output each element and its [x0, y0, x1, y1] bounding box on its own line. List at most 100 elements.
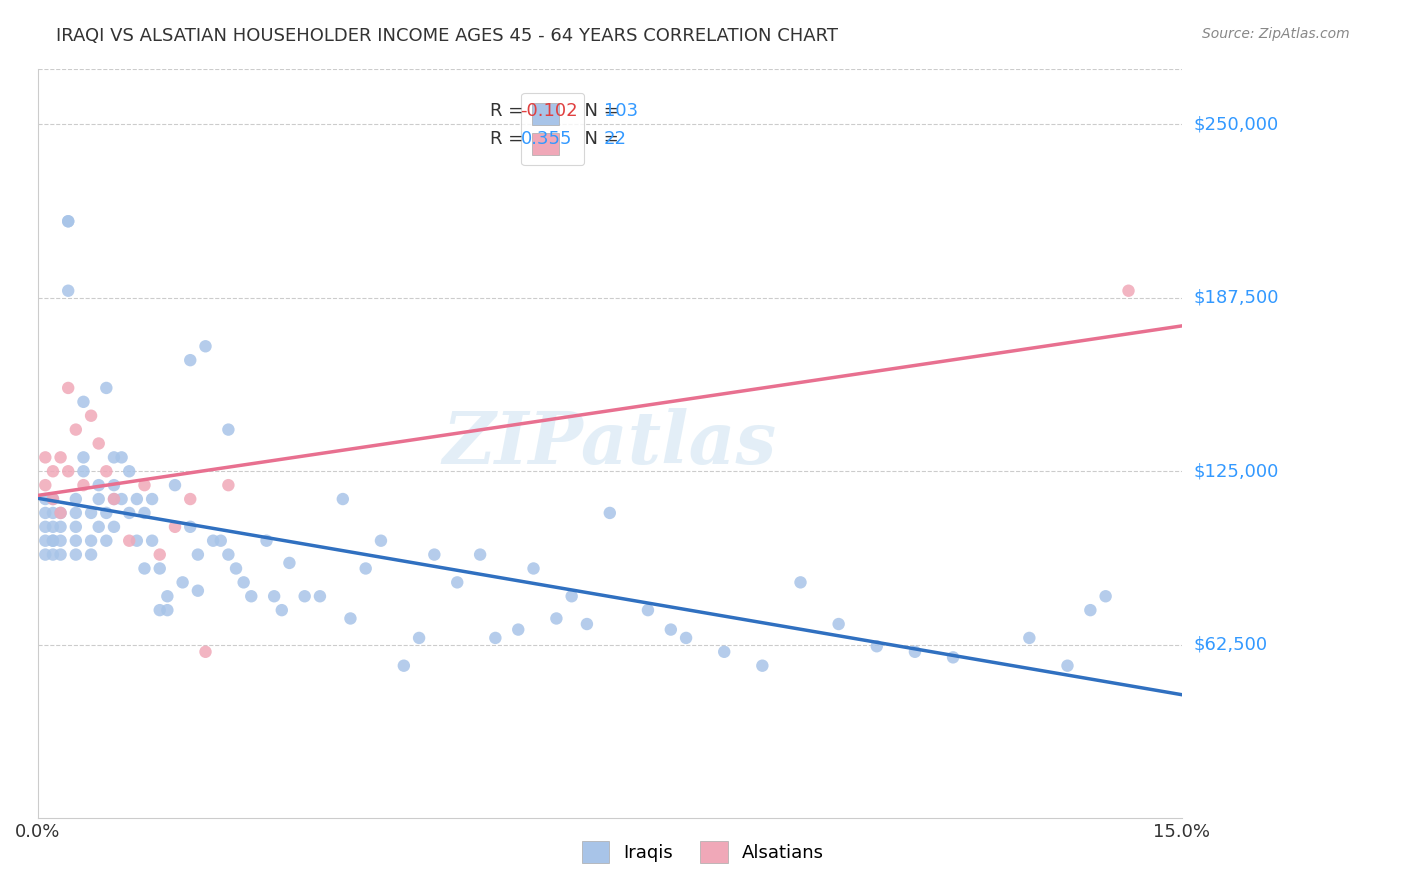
Point [34, 520, 56, 534]
Point [240, 589, 263, 603]
Text: $125,000: $125,000 [1194, 462, 1278, 480]
Point [80, 548, 103, 562]
Point [58, 214, 80, 228]
Point [42, 533, 65, 548]
Point [42, 533, 65, 548]
Point [34, 450, 56, 465]
Point [163, 520, 186, 534]
Text: IRAQI VS ALSATIAN HOUSEHOLDER INCOME AGES 45 - 64 YEARS CORRELATION CHART: IRAQI VS ALSATIAN HOUSEHOLDER INCOME AGE… [56, 27, 838, 45]
Point [72, 450, 94, 465]
Point [354, 561, 377, 575]
Point [42, 548, 65, 562]
Point [58, 381, 80, 395]
Point [72, 394, 94, 409]
Point [202, 533, 225, 548]
Text: R =: R = [489, 103, 529, 120]
Point [80, 409, 103, 423]
Point [65, 520, 87, 534]
Text: 0.355: 0.355 [520, 130, 572, 148]
Point [118, 506, 141, 520]
Point [209, 533, 232, 548]
Point [187, 548, 209, 562]
Point [103, 491, 125, 506]
Point [58, 214, 80, 228]
Point [484, 631, 506, 645]
Point [103, 478, 125, 492]
Point [339, 611, 361, 625]
Point [904, 645, 927, 659]
Text: Source: ZipAtlas.com: Source: ZipAtlas.com [1202, 27, 1350, 41]
Point [80, 533, 103, 548]
Point [217, 478, 239, 492]
Point [713, 645, 735, 659]
Point [34, 491, 56, 506]
Point [408, 631, 430, 645]
Text: 22: 22 [605, 130, 627, 148]
Point [256, 533, 278, 548]
Point [42, 506, 65, 520]
Point [65, 533, 87, 548]
Text: $250,000: $250,000 [1194, 115, 1278, 133]
Point [309, 589, 332, 603]
Point [561, 589, 583, 603]
Point [87, 491, 110, 506]
Point [87, 436, 110, 450]
Point [522, 561, 544, 575]
Point [110, 450, 132, 465]
Point [942, 650, 965, 665]
Point [599, 506, 621, 520]
Point [103, 491, 125, 506]
Point [34, 548, 56, 562]
Point [58, 284, 80, 298]
Point [187, 583, 209, 598]
Point [125, 533, 148, 548]
Point [179, 491, 201, 506]
Point [156, 603, 179, 617]
Point [866, 639, 889, 653]
Point [42, 520, 65, 534]
Point [827, 617, 849, 632]
Point [80, 506, 103, 520]
Point [34, 533, 56, 548]
Point [179, 353, 201, 368]
Point [149, 603, 172, 617]
Text: $187,500: $187,500 [1194, 289, 1278, 307]
Point [446, 575, 468, 590]
Text: N =: N = [574, 130, 624, 148]
Point [49, 533, 72, 548]
Point [134, 506, 156, 520]
Point [134, 561, 156, 575]
Point [789, 575, 811, 590]
Point [42, 464, 65, 478]
Point [141, 491, 163, 506]
Point [96, 506, 118, 520]
Point [72, 478, 94, 492]
Point [103, 520, 125, 534]
Point [179, 520, 201, 534]
Text: -0.102: -0.102 [520, 103, 578, 120]
Point [87, 520, 110, 534]
Point [118, 533, 141, 548]
Point [751, 658, 773, 673]
Point [232, 575, 254, 590]
Point [1118, 284, 1140, 298]
Legend: Iraqis, Alsatians: Iraqis, Alsatians [571, 830, 835, 874]
Point [508, 623, 530, 637]
Point [103, 450, 125, 465]
Text: N =: N = [574, 103, 624, 120]
Point [546, 611, 568, 625]
Point [96, 533, 118, 548]
Point [217, 548, 239, 562]
Text: $62,500: $62,500 [1194, 636, 1267, 654]
Point [49, 506, 72, 520]
Point [118, 464, 141, 478]
Point [72, 464, 94, 478]
Point [294, 589, 316, 603]
Text: ZIPatlas: ZIPatlas [443, 408, 778, 479]
Point [65, 548, 87, 562]
Point [110, 491, 132, 506]
Point [96, 464, 118, 478]
Point [659, 623, 682, 637]
Point [87, 478, 110, 492]
Point [34, 478, 56, 492]
